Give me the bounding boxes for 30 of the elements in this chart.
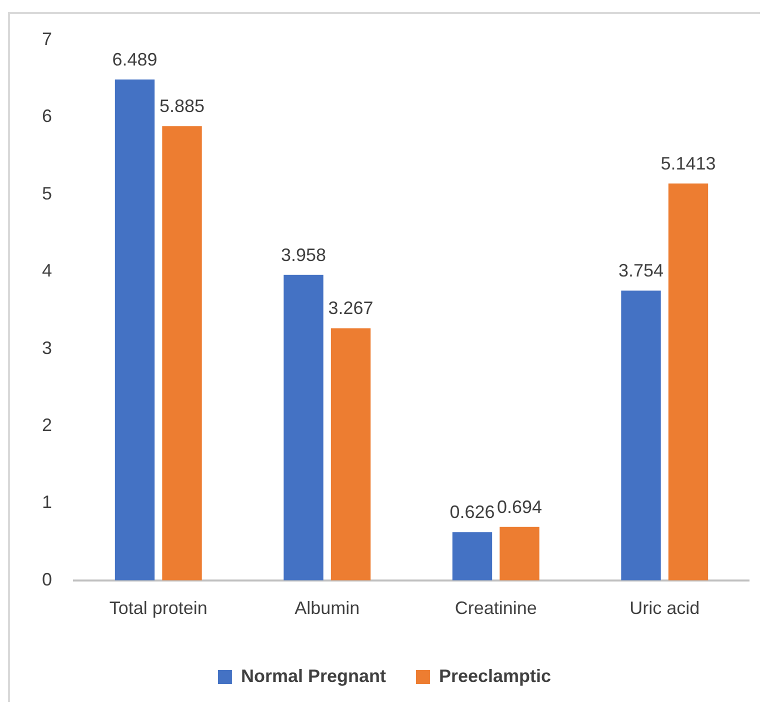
bar [162,126,202,580]
data-label: 5.885 [159,96,205,116]
x-tick-label: Total protein [109,598,208,618]
y-tick-label: 3 [42,338,52,358]
y-tick-label: 7 [42,28,52,49]
data-label: 0.626 [450,502,495,522]
bar [500,526,540,580]
legend-label: Preeclamptic [438,666,552,686]
data-label: 3.754 [618,260,664,281]
y-tick-label: 4 [42,260,52,281]
bar [452,532,492,580]
bar [114,79,155,580]
y-tick-label: 0 [42,569,52,590]
y-tick-label: 6 [42,106,52,126]
bar [330,328,371,580]
y-tick-label: 1 [42,492,52,512]
x-tick-label: Albumin [294,598,360,618]
legend-label: Normal Pregnant [240,666,386,686]
x-tick-label: Uric acid [630,598,700,618]
data-label: 6.489 [112,49,158,70]
bar [668,183,708,580]
data-label: 5.1413 [660,153,716,174]
data-label: 3.267 [328,298,374,318]
y-tick-label: 5 [42,183,52,204]
bar [284,274,324,580]
data-label: 3.958 [280,244,326,265]
x-tick-label: Creatinine [454,598,537,618]
y-tick-label: 2 [42,414,52,435]
bar [621,290,661,580]
data-label: 0.694 [496,496,542,517]
